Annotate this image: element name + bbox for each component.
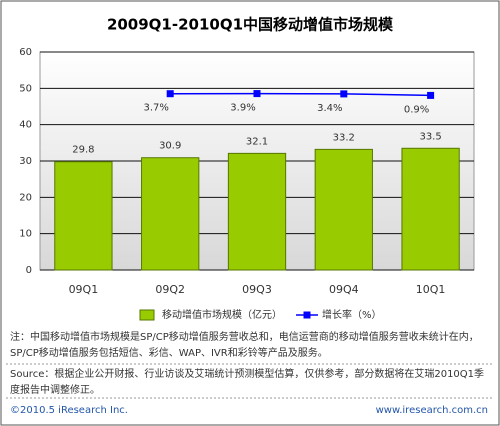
x-tick-label: 09Q2	[155, 283, 185, 296]
source: Source：根据企业公开财报、行业访谈及艾瑞统计预测模型估算，仅供参考，部分数…	[10, 369, 485, 396]
data-label: 0.9%	[404, 104, 429, 115]
legend-label: 增长率（%）	[322, 308, 382, 321]
x-tick-label: 09Q4	[329, 283, 359, 296]
marker	[166, 90, 174, 98]
y-tick-label: 30	[19, 156, 32, 167]
legend-swatch	[139, 309, 155, 321]
marker	[427, 91, 435, 99]
data-label: 33.5	[419, 131, 441, 142]
y-tick-label: 20	[19, 192, 32, 203]
y-tick-label: 10	[19, 229, 32, 240]
data-label: 3.7%	[143, 103, 168, 114]
y-tick-label: 40	[19, 120, 32, 131]
data-label: 32.1	[246, 136, 268, 147]
legend-swatch	[303, 311, 311, 319]
data-label: 29.8	[72, 145, 94, 156]
x-tick-label: 09Q1	[69, 283, 99, 296]
marker	[253, 90, 261, 98]
x-tick-label: 09Q3	[242, 283, 272, 296]
note: 注：中国移动增值市场规模是SP/CP移动增值服务营收总和，电信运营商的移动增值服…	[10, 332, 479, 359]
bar	[314, 148, 373, 271]
chart-title: 2009Q1-2010Q1中国移动增值市场规模	[107, 16, 394, 34]
bar	[141, 157, 200, 271]
bar	[54, 161, 113, 271]
y-tick-label: 60	[19, 47, 32, 58]
data-label: 3.9%	[230, 103, 255, 114]
bar	[227, 152, 287, 271]
y-tick-label: 50	[19, 83, 32, 94]
website: www.iresearch.com.cn	[375, 405, 488, 416]
data-label: 3.4%	[317, 103, 342, 114]
x-tick-label: 10Q1	[416, 283, 446, 296]
legend-label: 移动增值市场规模（亿元）	[162, 308, 282, 321]
y-tick-label: 0	[26, 265, 32, 276]
marker	[340, 90, 348, 98]
line	[170, 92, 431, 97]
copyright: ©2010.5 iResearch Inc.	[10, 405, 128, 416]
bar	[401, 147, 460, 271]
data-label: 30.9	[159, 141, 181, 152]
data-label: 33.2	[333, 132, 355, 143]
